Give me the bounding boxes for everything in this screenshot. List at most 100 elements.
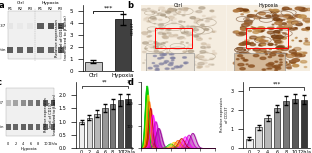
- Circle shape: [266, 64, 273, 66]
- Text: 6: 6: [30, 142, 32, 146]
- Circle shape: [171, 54, 174, 55]
- Circle shape: [241, 55, 249, 58]
- Circle shape: [151, 64, 157, 66]
- Circle shape: [280, 30, 282, 31]
- Bar: [37, 23, 44, 29]
- Circle shape: [178, 37, 183, 39]
- Circle shape: [277, 27, 283, 29]
- Circle shape: [186, 32, 191, 34]
- Circle shape: [282, 8, 286, 10]
- Circle shape: [290, 28, 295, 30]
- Circle shape: [281, 48, 289, 50]
- Circle shape: [167, 28, 171, 30]
- Circle shape: [293, 64, 299, 67]
- Circle shape: [299, 41, 302, 42]
- Text: Ctrl: Ctrl: [17, 1, 24, 5]
- Circle shape: [268, 56, 271, 58]
- Bar: [28, 100, 33, 106]
- Circle shape: [277, 56, 280, 58]
- Circle shape: [253, 28, 256, 29]
- Circle shape: [154, 55, 156, 57]
- Circle shape: [198, 66, 202, 68]
- Circle shape: [177, 13, 180, 14]
- Circle shape: [247, 15, 254, 17]
- Circle shape: [284, 25, 292, 28]
- Circle shape: [171, 18, 177, 20]
- Bar: [265, 118, 271, 148]
- Circle shape: [262, 69, 266, 70]
- Circle shape: [181, 9, 185, 10]
- Text: CD137: CD137: [0, 24, 6, 28]
- Circle shape: [236, 59, 239, 60]
- Bar: [154, 28, 192, 48]
- Circle shape: [190, 63, 196, 66]
- Text: ***: ***: [273, 82, 281, 86]
- Circle shape: [194, 55, 199, 57]
- Circle shape: [154, 49, 158, 50]
- Circle shape: [212, 51, 215, 52]
- Circle shape: [159, 27, 164, 29]
- Circle shape: [305, 8, 311, 11]
- Circle shape: [184, 31, 188, 33]
- Circle shape: [239, 53, 241, 54]
- Circle shape: [142, 9, 147, 11]
- Bar: [6, 88, 54, 136]
- Circle shape: [239, 44, 243, 45]
- Circle shape: [240, 68, 245, 70]
- Circle shape: [283, 15, 290, 18]
- Circle shape: [161, 56, 164, 57]
- Circle shape: [165, 68, 169, 69]
- Circle shape: [207, 52, 208, 53]
- Circle shape: [287, 21, 292, 23]
- Circle shape: [294, 48, 301, 50]
- Circle shape: [154, 65, 159, 67]
- Circle shape: [197, 56, 200, 57]
- Bar: [58, 47, 64, 53]
- Circle shape: [278, 63, 283, 65]
- Text: **: **: [102, 80, 108, 85]
- Circle shape: [168, 14, 169, 15]
- Bar: [274, 108, 280, 148]
- Circle shape: [212, 11, 213, 12]
- Circle shape: [165, 61, 171, 63]
- Circle shape: [275, 70, 277, 71]
- Circle shape: [198, 62, 204, 65]
- Circle shape: [173, 60, 178, 63]
- Circle shape: [158, 13, 162, 14]
- Circle shape: [143, 51, 146, 53]
- Circle shape: [243, 44, 245, 45]
- Circle shape: [159, 63, 163, 65]
- Circle shape: [250, 44, 256, 46]
- Text: R3: R3: [28, 7, 33, 11]
- Circle shape: [151, 20, 155, 21]
- Circle shape: [158, 32, 163, 34]
- Circle shape: [250, 38, 251, 39]
- Circle shape: [241, 28, 247, 30]
- Circle shape: [256, 52, 260, 53]
- Circle shape: [291, 62, 295, 63]
- Text: ***: ***: [104, 5, 113, 10]
- Circle shape: [260, 43, 266, 45]
- Circle shape: [270, 58, 273, 60]
- Circle shape: [212, 53, 217, 54]
- Bar: [21, 124, 26, 130]
- Circle shape: [262, 59, 267, 61]
- Circle shape: [306, 30, 309, 31]
- Circle shape: [287, 63, 290, 65]
- Circle shape: [241, 65, 249, 68]
- Circle shape: [209, 64, 211, 65]
- Circle shape: [153, 46, 159, 48]
- Circle shape: [161, 57, 163, 58]
- Circle shape: [172, 22, 176, 24]
- Circle shape: [161, 29, 164, 30]
- Circle shape: [305, 40, 308, 41]
- Circle shape: [195, 11, 197, 12]
- Circle shape: [266, 54, 267, 55]
- Circle shape: [142, 32, 148, 34]
- Circle shape: [283, 65, 291, 68]
- Circle shape: [269, 68, 272, 69]
- Circle shape: [152, 11, 157, 13]
- Circle shape: [287, 27, 292, 29]
- Circle shape: [289, 50, 296, 53]
- Circle shape: [177, 66, 178, 67]
